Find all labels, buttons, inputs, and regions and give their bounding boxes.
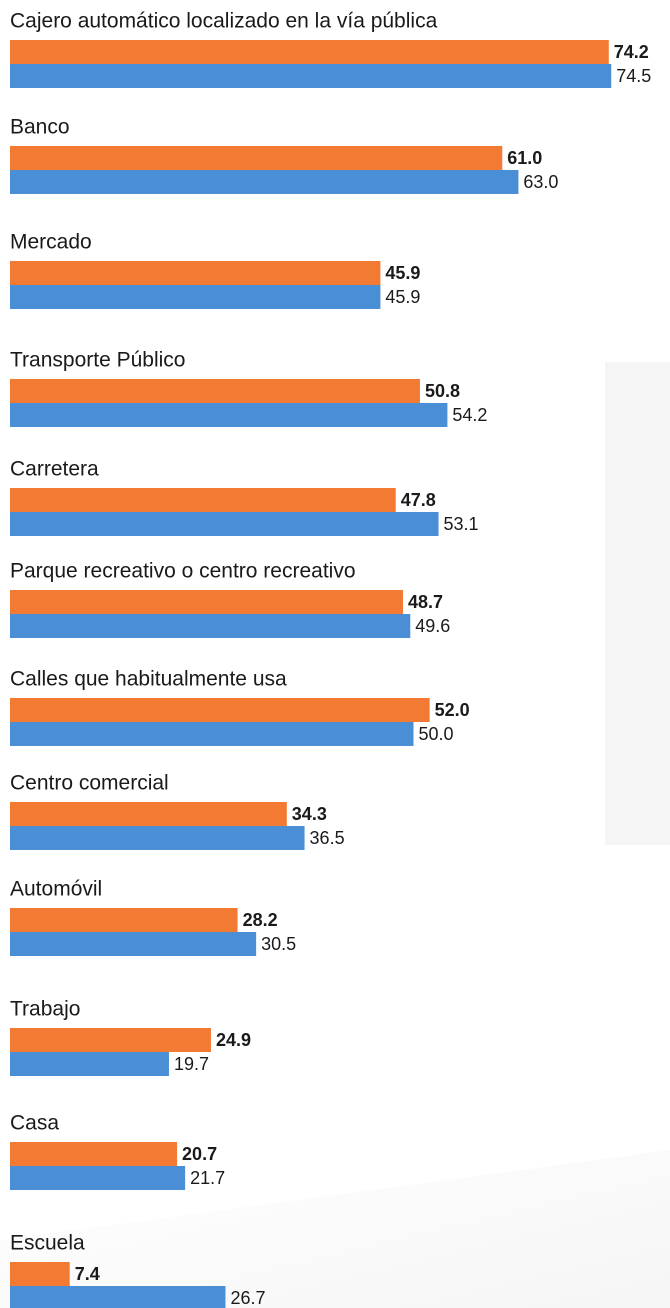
category-label: Casa (10, 1112, 59, 1135)
value-label: 19.7 (174, 1054, 209, 1074)
bar (10, 64, 612, 88)
value-label: 20.7 (182, 1144, 217, 1164)
value-label: 30.5 (261, 934, 296, 954)
value-label: 50.8 (425, 381, 460, 401)
bar (10, 488, 396, 512)
bar (10, 1028, 211, 1052)
bar (10, 403, 448, 427)
bar (10, 1262, 70, 1286)
bar (10, 170, 519, 194)
category-label: Mercado (10, 231, 92, 254)
value-label: 28.2 (243, 910, 278, 930)
bar (10, 285, 381, 309)
value-label: 26.7 (230, 1288, 265, 1308)
value-label: 53.1 (444, 514, 479, 534)
value-label: 63.0 (523, 172, 558, 192)
category-label: Escuela (10, 1232, 85, 1255)
value-label: 54.2 (452, 405, 487, 425)
bar (10, 1286, 226, 1308)
category-label: Centro comercial (10, 772, 169, 795)
value-label: 48.7 (408, 592, 443, 612)
bar (10, 698, 430, 722)
value-label: 21.7 (190, 1168, 225, 1188)
bar (10, 1052, 169, 1076)
value-label: 74.5 (616, 66, 651, 86)
value-label: 34.3 (292, 804, 327, 824)
value-label: 47.8 (401, 490, 436, 510)
category-label: Banco (10, 116, 70, 139)
bar (10, 40, 609, 64)
bar (10, 722, 414, 746)
category-label: Cajero automático localizado en la vía p… (10, 10, 438, 33)
bar (10, 614, 411, 638)
category-label: Calles que habitualmente usa (10, 668, 287, 691)
value-label: 52.0 (435, 700, 470, 720)
category-label: Automóvil (10, 878, 102, 901)
side-panel (605, 362, 670, 845)
bar (10, 802, 287, 826)
category-label: Transporte Público (10, 349, 185, 372)
bar (10, 512, 439, 536)
value-label: 49.6 (415, 616, 450, 636)
plot: Cajero automático localizado en la vía p… (10, 10, 651, 1308)
value-label: 74.2 (614, 42, 649, 62)
category-label: Carretera (10, 458, 99, 481)
bar (10, 1142, 178, 1166)
bar (10, 590, 404, 614)
bar (10, 932, 257, 956)
bar (10, 146, 503, 170)
background-shade (0, 1150, 670, 1308)
category-label: Trabajo (10, 998, 80, 1021)
value-label: 45.9 (385, 287, 420, 307)
bar (10, 379, 420, 403)
value-label: 36.5 (310, 828, 345, 848)
value-label: 45.9 (385, 263, 420, 283)
value-label: 61.0 (507, 148, 542, 168)
bar (10, 1166, 186, 1190)
bar (10, 261, 381, 285)
category-label: Parque recreativo o centro recreativo (10, 560, 356, 583)
value-label: 50.0 (419, 724, 454, 744)
value-label: 24.9 (216, 1030, 251, 1050)
bar (10, 908, 238, 932)
bar (10, 826, 305, 850)
value-label: 7.4 (75, 1264, 100, 1284)
